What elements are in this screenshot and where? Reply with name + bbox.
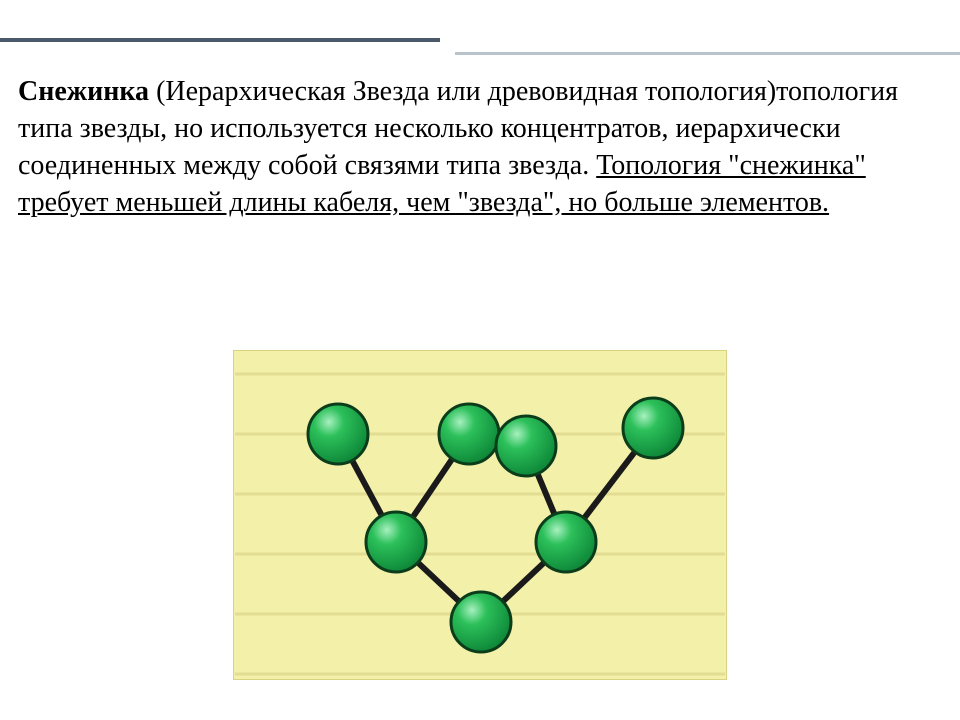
diagram-network	[233, 350, 727, 680]
header-rule-right	[455, 52, 960, 55]
node-LL	[308, 404, 368, 464]
node-RL	[496, 416, 556, 476]
term-bold: Снежинка	[18, 76, 149, 107]
node-L	[366, 512, 426, 572]
topology-diagram	[233, 350, 727, 680]
body-text: Снежинка (Иерархическая Звезда или древо…	[18, 74, 942, 222]
node-LR	[439, 404, 499, 464]
header-rule-left	[0, 38, 440, 42]
slide: Снежинка (Иерархическая Звезда или древо…	[0, 0, 960, 720]
node-RR	[623, 398, 683, 458]
node-R	[536, 512, 596, 572]
node-root	[451, 592, 511, 652]
